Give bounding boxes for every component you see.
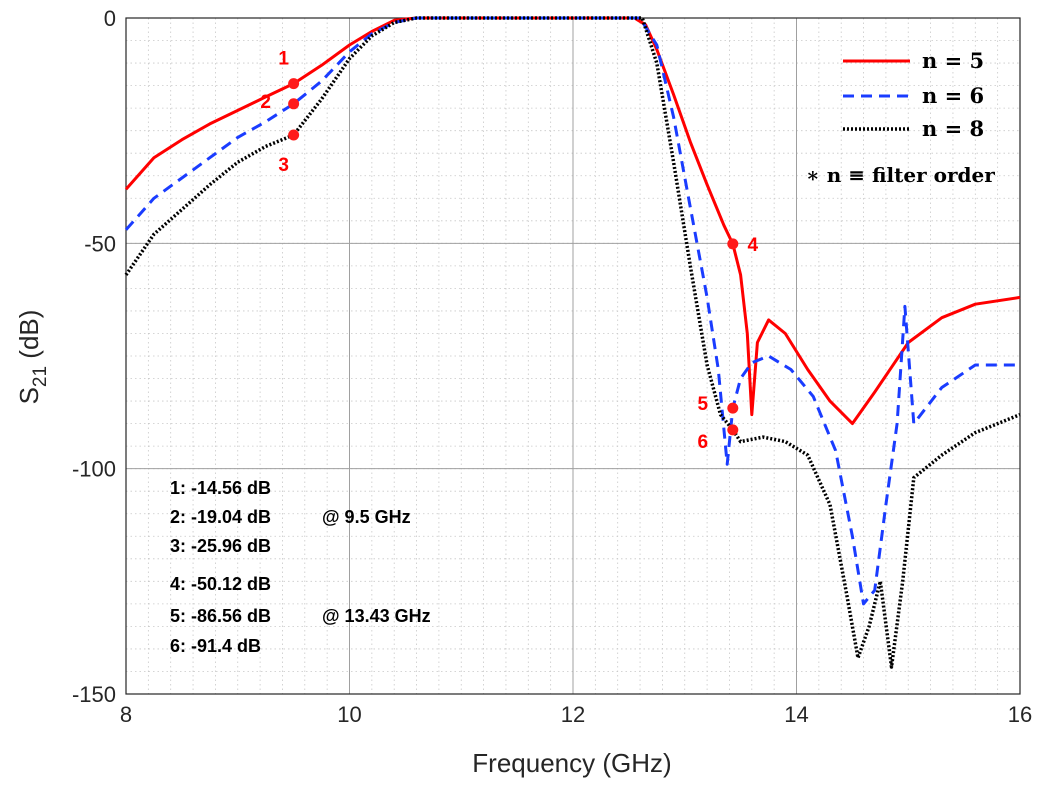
annotation-line-1: 1: -14.56 dB: [170, 478, 271, 498]
legend: n = 5 n = 6 n = 8 ∗ n ≡ filter order: [806, 48, 995, 187]
legend-note: ∗ n ≡ filter order: [806, 163, 995, 187]
marker-point-4: [727, 238, 739, 250]
legend-label-n5: n = 5: [922, 48, 984, 73]
annotation-line-6: 6: -91.4 dB: [170, 636, 261, 656]
marker-annotations: 1: -14.56 dB 2: -19.04 dB @ 9.5 GHz 3: -…: [170, 478, 431, 656]
legend-label-n8: n = 8: [922, 116, 984, 141]
y-axis-label-subscript: 21: [30, 366, 51, 387]
marker-point-3: [288, 129, 300, 141]
y-tick-labels: 0 -50 -100 -150: [72, 6, 116, 707]
marker-label-2: 2: [260, 92, 271, 113]
x-axis-label: Frequency (GHz): [472, 748, 671, 778]
series-n5-line: [124, 16, 1021, 426]
series-layer: [124, 16, 1021, 669]
series-n8-line: [124, 16, 1021, 669]
y-tick-label: 0: [104, 6, 116, 31]
x-tick-label: 16: [1008, 702, 1032, 727]
x-tick-label: 10: [337, 702, 361, 727]
y-tick-label: -50: [84, 231, 116, 256]
annotation-line-5: 5: -86.56 dB: [170, 606, 271, 626]
marker-label-4: 4: [748, 235, 759, 256]
y-axis-label: S21 (dB): [14, 310, 51, 405]
annotation-freq-2: @ 13.43 GHz: [322, 606, 431, 626]
legend-label-n6: n = 6: [922, 83, 984, 108]
x-tick-label: 14: [784, 702, 808, 727]
y-axis-label-unit: (dB): [14, 310, 44, 366]
y-axis-label-main: S: [14, 387, 44, 404]
marker-label-1: 1: [278, 49, 289, 70]
annotation-line-4: 4: -50.12 dB: [170, 574, 271, 594]
y-tick-label: -100: [72, 457, 116, 482]
marker-point-1: [288, 78, 300, 90]
marker-point-5: [727, 402, 739, 414]
marker-point-6: [727, 424, 739, 436]
marker-point-2: [288, 98, 300, 110]
annotation-line-2: 2: -19.04 dB: [170, 507, 271, 527]
x-tick-label: 12: [561, 702, 585, 727]
x-tick-labels: 8 10 12 14 16: [120, 702, 1032, 727]
x-tick-label: 8: [120, 702, 132, 727]
marker-label-3: 3: [278, 155, 289, 176]
marker-label-5: 5: [698, 394, 709, 415]
y-tick-label: -150: [72, 682, 116, 707]
series-n6-line: [124, 16, 1020, 606]
marker-layer: 1 2 3 4 5 6: [260, 49, 758, 453]
annotation-line-3: 3: -25.96 dB: [170, 536, 271, 556]
marker-label-6: 6: [698, 432, 709, 453]
annotation-freq-1: @ 9.5 GHz: [322, 507, 411, 527]
